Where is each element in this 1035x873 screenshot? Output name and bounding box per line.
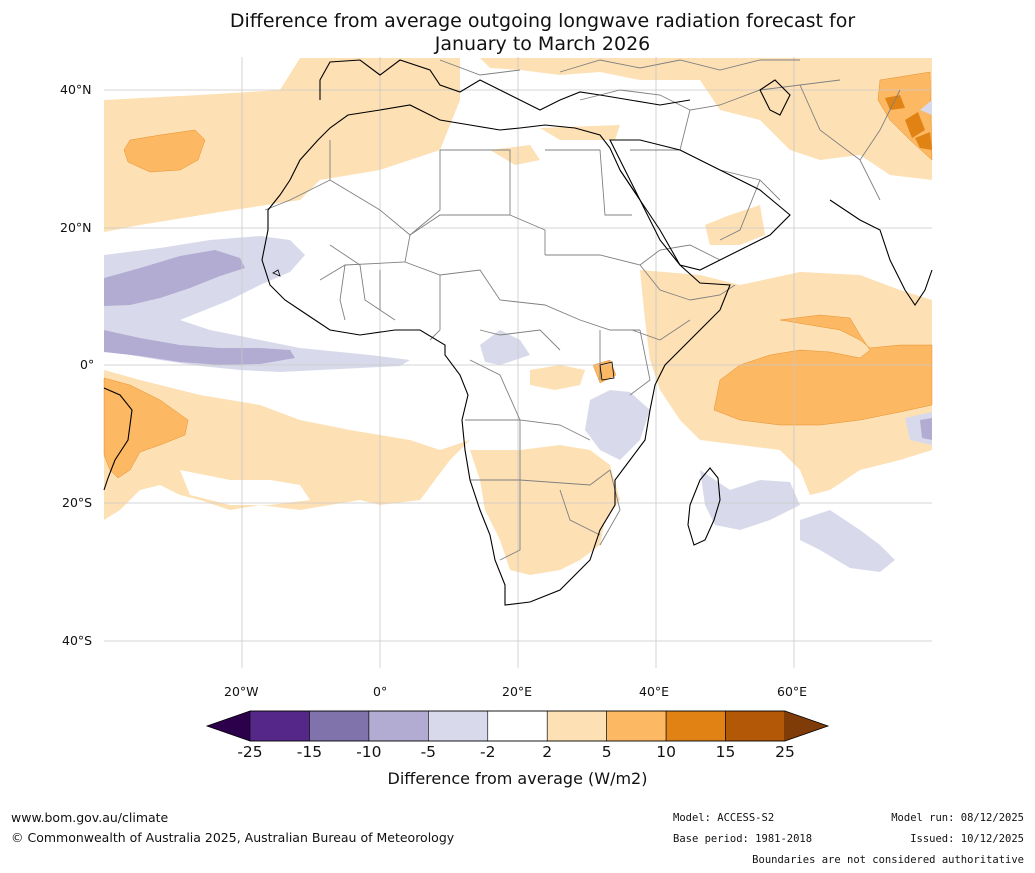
lon-label-40e: 40°E: [639, 684, 670, 699]
positive-anomaly-medium: [103, 71, 933, 479]
colorbar-tick-label: 15: [715, 743, 736, 761]
lat-label-20s: 20°S: [62, 495, 93, 510]
colorbar-title: Difference from average (W/m2): [387, 769, 648, 788]
footer-website-link[interactable]: www.bom.gov.au/climate: [11, 810, 169, 825]
footer-model: Model: ACCESS-S2: [673, 812, 775, 824]
title-line-2: January to March 2026: [434, 33, 651, 55]
islands: [272, 269, 615, 381]
lat-label-40n: 40°N: [60, 82, 92, 97]
africa-coast: [261, 104, 731, 606]
coastlines: [103, 59, 933, 606]
lon-label-20e: 20°E: [502, 684, 533, 699]
southamerica-coast: [103, 387, 133, 491]
colorbar-tick-label: 2: [542, 743, 553, 761]
colorbar-tick-label: -25: [237, 743, 263, 761]
colorbar-tick-label: 5: [601, 743, 612, 761]
footer-copyright: © Commonwealth of Australia 2025, Austra…: [11, 830, 455, 845]
colorbar-tick-label: 10: [656, 743, 676, 761]
colorbar-tick-label: -15: [296, 743, 323, 761]
lat-label-0: 0°: [80, 357, 95, 372]
caspian-coast: [759, 79, 791, 116]
arabia-coast: [609, 139, 791, 271]
footer-disclaimer: Boundaries are not considered authoritat…: [752, 854, 1024, 866]
lat-label-40s: 40°S: [62, 633, 93, 648]
gridlines: [104, 57, 932, 668]
lon-label-20w: 20°W: [224, 684, 259, 699]
colorbar-tick-label: -2: [480, 743, 496, 761]
footer-issued: Issued: 10/12/2025: [910, 833, 1024, 845]
colorbar-tick-label: 25: [775, 743, 795, 761]
lon-label-60e: 60°E: [777, 684, 808, 699]
lon-label-0: 0°: [373, 684, 388, 699]
map-title: Difference from average outgoing longwav…: [0, 10, 1035, 56]
footer-model-run: Model run: 08/12/2025: [891, 812, 1024, 824]
title-line-1: Difference from average outgoing longwav…: [229, 10, 856, 32]
positive-anomaly-strong: [885, 95, 932, 150]
madagascar-coast: [687, 467, 721, 546]
negative-anomaly-medium: [104, 250, 932, 440]
red-sea: [619, 169, 641, 201]
footer-base-period: Base period: 1981-2018: [673, 833, 813, 845]
colorbar-tick-label: -5: [420, 743, 437, 761]
india-coast: [829, 199, 933, 306]
europe-coast: [319, 59, 691, 111]
colorbar-tick-label: -10: [356, 743, 382, 761]
lat-label-20n: 20°N: [60, 220, 92, 235]
